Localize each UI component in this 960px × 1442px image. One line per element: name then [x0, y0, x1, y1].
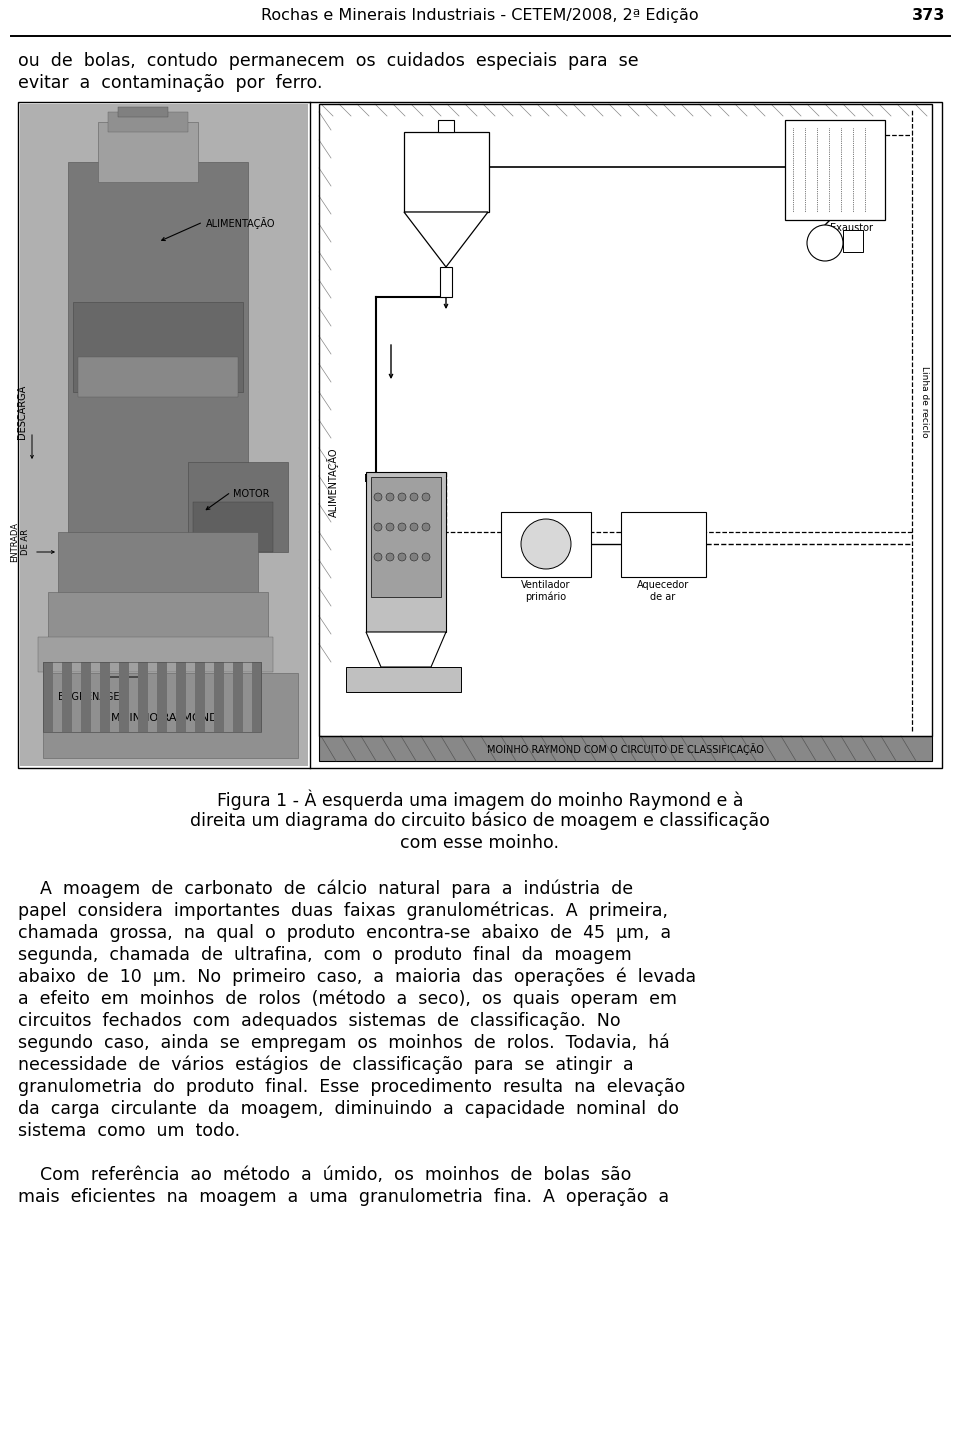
- Text: Com  referência  ao  método  a  úmido,  os  moinhos  de  bolas  são: Com referência ao método a úmido, os moi…: [18, 1167, 632, 1184]
- Bar: [98, 123, 198, 182]
- Bar: [404, 133, 489, 212]
- Circle shape: [374, 523, 382, 531]
- Bar: [20, 104, 308, 766]
- Circle shape: [398, 552, 406, 561]
- Bar: [108, 112, 188, 133]
- Circle shape: [374, 552, 382, 561]
- Text: Exaustor: Exaustor: [830, 224, 873, 234]
- Text: a  efeito  em  moinhos  de  rolos  (método  a  seco),  os  quais  operam  em: a efeito em moinhos de rolos (método a s…: [18, 991, 677, 1008]
- Bar: [43, 662, 261, 733]
- Bar: [157, 662, 167, 733]
- Circle shape: [521, 519, 571, 570]
- Bar: [252, 662, 262, 733]
- Bar: [195, 662, 205, 733]
- Text: Linha de reciclo: Linha de reciclo: [920, 366, 928, 438]
- Text: mais  eficientes  na  moagem  a  uma  granulometria  fina.  A  operação  a: mais eficientes na moagem a uma granulom…: [18, 1188, 669, 1206]
- Text: ou  de  bolas,  contudo  permanecem  os  cuidados  especiais  para  se: ou de bolas, contudo permanecem os cuida…: [18, 52, 638, 71]
- Bar: [118, 107, 168, 117]
- Bar: [119, 662, 129, 733]
- Circle shape: [422, 493, 430, 500]
- Bar: [233, 662, 243, 733]
- Polygon shape: [366, 632, 446, 668]
- Text: ALIMENTAÇÃO: ALIMENTAÇÃO: [206, 216, 276, 229]
- Circle shape: [386, 523, 394, 531]
- Circle shape: [410, 552, 418, 561]
- Circle shape: [410, 523, 418, 531]
- Bar: [43, 673, 298, 758]
- Text: ENGRENAGEM: ENGRENAGEM: [58, 692, 128, 702]
- Text: Ciclone
coletor: Ciclone coletor: [406, 134, 442, 156]
- Text: da  carga  circulante  da  moagem,  diminuindo  a  capacidade  nominal  do: da carga circulante da moagem, diminuind…: [18, 1100, 679, 1118]
- Bar: [438, 120, 454, 133]
- Bar: [785, 120, 885, 221]
- Bar: [319, 735, 932, 761]
- Text: evitar  a  contaminação  por  ferro.: evitar a contaminação por ferro.: [18, 74, 323, 92]
- Text: Filtro de
manga: Filtro de manga: [787, 123, 827, 144]
- Bar: [100, 662, 110, 733]
- Text: MOTOR: MOTOR: [233, 489, 270, 499]
- Text: granulometria  do  produto  final.  Esse  procedimento  resulta  na  elevação: granulometria do produto final. Esse pro…: [18, 1079, 685, 1096]
- Bar: [43, 662, 53, 733]
- Bar: [346, 668, 461, 692]
- Bar: [73, 301, 243, 392]
- Bar: [62, 662, 72, 733]
- Bar: [214, 662, 224, 733]
- Text: segundo  caso,  ainda  se  empregam  os  moinhos  de  rolos.  Todavia,  há: segundo caso, ainda se empregam os moinh…: [18, 1034, 670, 1053]
- Text: com esse moinho.: com esse moinho.: [400, 833, 560, 852]
- Circle shape: [807, 225, 843, 261]
- Bar: [176, 662, 186, 733]
- Bar: [366, 472, 446, 632]
- Text: Moinho: Moinho: [364, 474, 399, 485]
- Bar: [188, 461, 288, 552]
- Bar: [48, 593, 268, 652]
- Bar: [621, 512, 706, 577]
- Bar: [68, 162, 248, 542]
- Bar: [193, 502, 273, 552]
- Text: 373: 373: [912, 9, 945, 23]
- Circle shape: [398, 523, 406, 531]
- Bar: [440, 267, 452, 297]
- Text: Figura 1 - À esquerda uma imagem do moinho Raymond e à: Figura 1 - À esquerda uma imagem do moin…: [217, 790, 743, 810]
- Text: sistema  como  um  todo.: sistema como um todo.: [18, 1122, 240, 1141]
- Text: chamada  grossa,  na  qual  o  produto  encontra-se  abaixo  de  45  μm,  a: chamada grossa, na qual o produto encont…: [18, 924, 671, 942]
- Text: MOINHO RAYMOND COM O CIRCUITO DE CLASSIFICAÇÃO: MOINHO RAYMOND COM O CIRCUITO DE CLASSIF…: [487, 743, 763, 756]
- Text: papel  considera  importantes  duas  faixas  granulométricas.  A  primeira,: papel considera importantes duas faixas …: [18, 903, 668, 920]
- Text: Descarga: Descarga: [361, 672, 407, 682]
- Text: abaixo  de  10  μm.  No  primeiro  caso,  a  maioria  das  operações  é  levada: abaixo de 10 μm. No primeiro caso, a mai…: [18, 968, 696, 986]
- Text: ENTRADA
DE AR: ENTRADA DE AR: [11, 522, 30, 562]
- Text: segunda,  chamada  de  ultrafina,  com  o  produto  final  da  moagem: segunda, chamada de ultrafina, com o pro…: [18, 946, 632, 965]
- Bar: [843, 231, 863, 252]
- Text: MOINHO RAYMOND: MOINHO RAYMOND: [110, 712, 217, 722]
- Text: circuitos  fechados  com  adequados  sistemas  de  classificação.  No: circuitos fechados com adequados sistema…: [18, 1012, 620, 1030]
- Circle shape: [386, 493, 394, 500]
- Bar: [18, 102, 942, 769]
- Text: Rochas e Minerais Industriais - CETEM/2008, 2ª Edição: Rochas e Minerais Industriais - CETEM/20…: [261, 9, 699, 23]
- Text: Aquecedor
de ar: Aquecedor de ar: [636, 580, 689, 601]
- Text: direita um diagrama do circuito básico de moagem e classificação: direita um diagrama do circuito básico d…: [190, 812, 770, 831]
- Bar: [371, 477, 441, 597]
- Bar: [58, 532, 258, 632]
- Circle shape: [398, 493, 406, 500]
- Polygon shape: [404, 212, 488, 267]
- Bar: [38, 637, 273, 672]
- Circle shape: [422, 523, 430, 531]
- Circle shape: [374, 493, 382, 500]
- Bar: [81, 662, 91, 733]
- Text: ALIMENTAÇÃO: ALIMENTAÇÃO: [327, 447, 339, 516]
- Text: A  moagem  de  carbonato  de  cálcio  natural  para  a  indústria  de: A moagem de carbonato de cálcio natural …: [18, 880, 634, 898]
- Circle shape: [410, 493, 418, 500]
- Circle shape: [386, 552, 394, 561]
- Circle shape: [422, 552, 430, 561]
- Text: DESCARGA: DESCARGA: [17, 385, 27, 440]
- Text: Ventilador
primário: Ventilador primário: [521, 580, 571, 603]
- Bar: [501, 512, 591, 577]
- Bar: [138, 662, 148, 733]
- Text: necessidade  de  vários  estágios  de  classificação  para  se  atingir  a: necessidade de vários estágios de classi…: [18, 1056, 634, 1074]
- Bar: [78, 358, 238, 397]
- Bar: [319, 104, 932, 735]
